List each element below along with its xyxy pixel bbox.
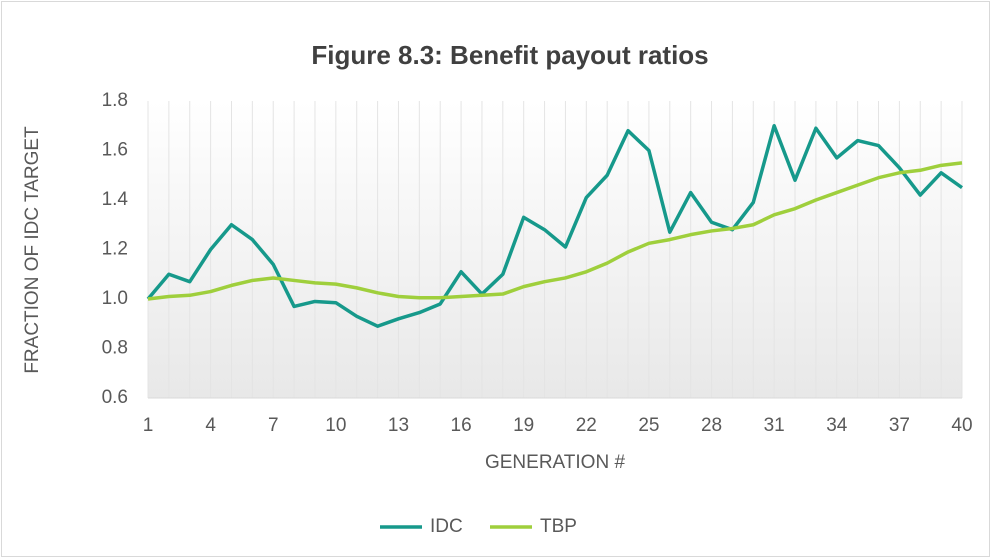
legend-label: IDC [430,516,463,537]
x-tick-label: 19 [513,415,534,436]
y-tick-label: 1.0 [102,288,128,309]
x-tick-label: 28 [701,415,722,436]
series-line [146,124,964,328]
x-tick-label: 22 [576,415,597,436]
y-axis-label: FRACTION OF IDC TARGET [22,126,43,374]
series-line [147,161,963,301]
x-tick-label: 10 [325,415,346,436]
plot-area [148,101,962,398]
chart-title: Figure 8.3: Benefit payout ratios [311,40,708,70]
y-tick-label: 1.4 [102,189,129,210]
x-tick-label: 16 [451,415,472,436]
x-tick-label: 1 [143,415,154,436]
y-tick-label: 1.8 [102,90,128,111]
x-tick-label: 37 [889,415,910,436]
x-tick-label: 34 [826,415,848,436]
x-tick-label: 40 [951,415,972,436]
x-axis-label: GENERATION # [485,452,625,473]
x-tick-label: 31 [764,415,785,436]
legend-label: TBP [540,516,577,537]
x-tick-label: 25 [638,415,659,436]
x-tick-label: 4 [205,415,216,436]
y-tick-label: 1.2 [102,239,128,260]
y-tick-label: 0.8 [102,338,128,359]
y-tick-label: 1.6 [102,140,128,161]
x-tick-label: 13 [388,415,409,436]
x-tick-label: 7 [268,415,279,436]
y-tick-label: 0.6 [102,387,128,408]
